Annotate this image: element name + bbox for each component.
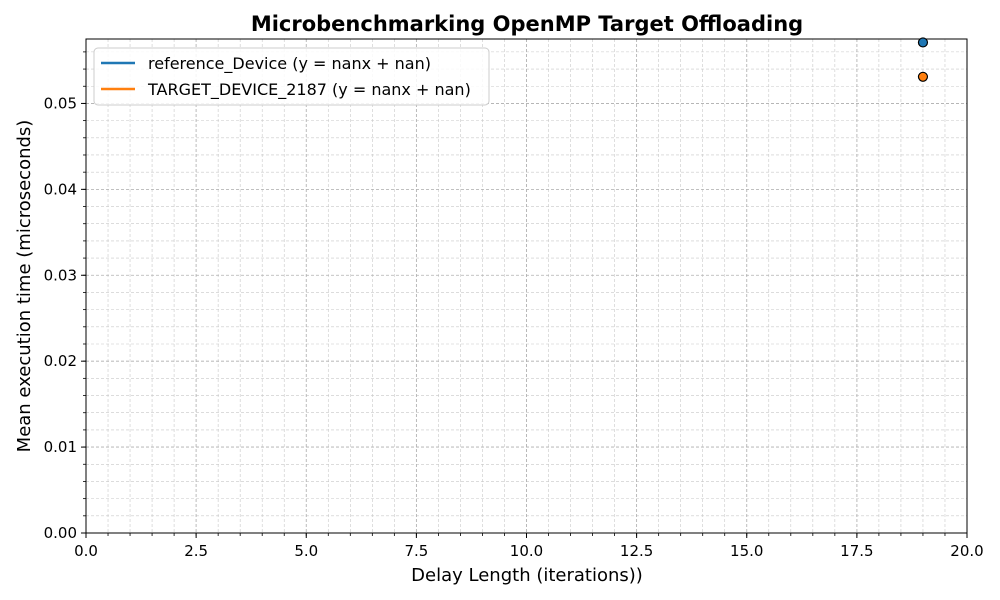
y-tick-label: 0.05 [44, 94, 77, 112]
legend-entry: TARGET_DEVICE_2187 (y = nanx + nan) [147, 80, 471, 100]
y-tick-label: 0.04 [44, 180, 77, 198]
legend-entry: reference_Device (y = nanx + nan) [148, 54, 431, 74]
x-tick-label: 12.5 [620, 542, 653, 560]
x-tick-label: 5.0 [294, 542, 318, 560]
plot-frame [85, 38, 968, 534]
x-tick-label: 7.5 [404, 542, 428, 560]
x-tick-label: 20.0 [950, 542, 983, 560]
x-tick-label: 0.0 [74, 542, 98, 560]
y-tick-label: 0.01 [44, 438, 77, 456]
data-points [917, 37, 929, 82]
x-tick-label: 17.5 [840, 542, 873, 560]
y-tick-label: 0.03 [44, 266, 77, 284]
axes: 0.0 2.5 5.0 7.5 10.0 12.5 15.0 17.5 20.0 0.00 0.01… [44, 38, 984, 560]
y-tick-label: 0.02 [44, 352, 77, 370]
data-point [917, 71, 929, 82]
legend: reference_Device (y = nanx + nan) TARGET_… [93, 47, 490, 106]
chart-title: Microbenchmarking OpenMP Target Offloadi… [251, 12, 803, 36]
x-tick-label: 10.0 [510, 542, 543, 560]
data-point [917, 37, 929, 48]
y-tick-label: 0.00 [44, 524, 77, 542]
x-tick-label: 15.0 [730, 542, 763, 560]
legend-box [93, 47, 490, 106]
grid [85, 39, 968, 534]
y-axis-label: Mean execution time (microseconds) [14, 120, 35, 453]
x-axis-label: Delay Length (iterations)) [411, 565, 643, 586]
x-tick-label: 2.5 [184, 542, 208, 560]
